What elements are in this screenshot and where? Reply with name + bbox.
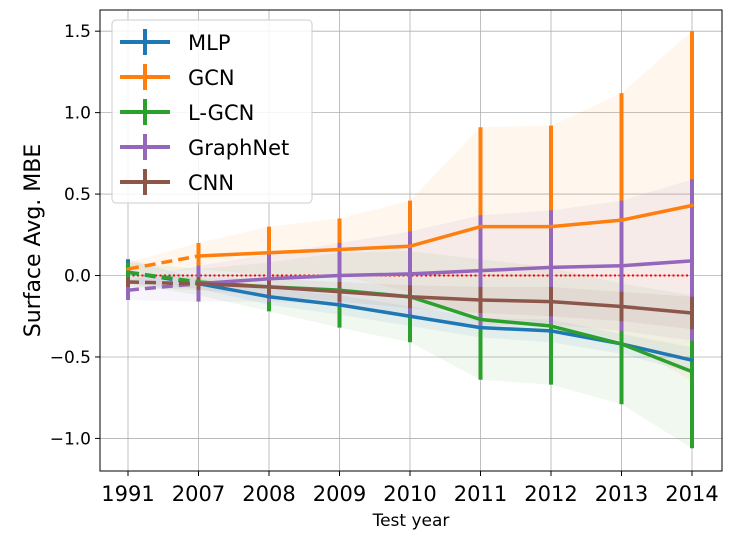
y-tick-label: −0.5: [50, 348, 91, 368]
x-tick-label: 2012: [524, 482, 577, 506]
data-point-cnn: [549, 299, 553, 304]
x-tick-label: 1991: [101, 482, 154, 506]
x-tick-label: 2011: [454, 482, 507, 506]
x-tick-label: 2009: [313, 482, 366, 506]
x-ticks: 1991 2007 2008 2009 2010 2011 2012 2013 2014: [101, 471, 719, 506]
data-point-graphnet: [337, 273, 342, 278]
series-line-cnn: [198, 281, 693, 315]
data-point-graphnet: [267, 276, 271, 281]
data-point-l-gcn: [478, 317, 483, 322]
data-point-cnn: [126, 280, 130, 284]
data-point-mlp: [337, 303, 342, 307]
data-point-gcn: [408, 244, 412, 249]
data-point-cnn: [619, 304, 624, 309]
legend-label-l-gcn: L-GCN: [188, 101, 254, 125]
data-point-mlp: [408, 314, 412, 319]
series-line-dashed-l-gcn: [127, 270, 199, 284]
data-point-mlp: [267, 294, 271, 299]
data-point-gcn: [126, 267, 130, 271]
data-point-gcn: [690, 203, 694, 208]
data-point-graphnet: [478, 268, 483, 273]
legend-label-cnn: CNN: [188, 171, 234, 195]
y-tick-label: 1.5: [64, 22, 91, 42]
series-line-graphnet: [198, 259, 693, 286]
data-point-l-gcn: [549, 324, 553, 328]
data-point-cnn: [690, 311, 694, 315]
x-tick-label: 2007: [172, 482, 225, 506]
data-point-l-gcn: [126, 270, 130, 275]
data-point-gcn: [337, 247, 342, 252]
series-layer: [126, 31, 694, 449]
data-point-cnn: [196, 281, 201, 286]
x-tick-label: 2013: [595, 482, 648, 506]
data-point-gcn: [478, 224, 483, 229]
data-point-cnn: [337, 290, 342, 294]
data-point-gcn: [549, 224, 553, 229]
x-axis-label: Test year: [372, 511, 450, 531]
y-tick-label: 0.5: [64, 185, 91, 205]
data-point-mlp: [549, 329, 553, 333]
series-line-dashed-cnn: [127, 280, 199, 286]
series-line-gcn: [198, 203, 693, 258]
data-point-gcn: [196, 254, 201, 258]
legend-label-mlp: MLP: [188, 31, 230, 55]
legend-label-gcn: GCN: [188, 66, 235, 90]
y-axis-label: Surface Avg. MBE: [21, 144, 46, 338]
data-point-graphnet: [619, 263, 624, 268]
data-point-graphnet: [549, 265, 553, 270]
x-tick-label: 2014: [665, 482, 718, 506]
data-point-l-gcn: [619, 342, 624, 346]
y-tick-label: 0.0: [64, 267, 91, 287]
y-tick-label: 1.0: [64, 104, 91, 124]
data-point-graphnet: [126, 288, 130, 292]
legend: MLP GCN L-GCN GraphNet CNN: [111, 19, 313, 204]
data-point-graphnet: [408, 272, 412, 276]
series-line-dashed-gcn: [127, 254, 199, 271]
data-point-cnn: [408, 294, 412, 299]
data-point-graphnet: [690, 259, 694, 263]
data-point-mlp: [478, 325, 483, 330]
data-point-cnn: [267, 285, 271, 289]
legend-box: [111, 19, 313, 204]
x-tick-label: 2008: [242, 482, 295, 506]
legend-label-graphnet: GraphNet: [188, 136, 289, 160]
data-point-mlp: [690, 358, 694, 363]
axes-frame: [99, 9, 723, 472]
data-point-l-gcn: [690, 369, 694, 374]
y-tick-label: −1.0: [50, 429, 91, 449]
data-point-cnn: [478, 298, 483, 302]
data-point-gcn: [619, 218, 624, 222]
x-tick-label: 2010: [383, 482, 436, 506]
y-ticks: −1.0 −0.5 0.0 0.5 1.0 1.5: [50, 22, 100, 449]
data-point-gcn: [267, 250, 271, 255]
